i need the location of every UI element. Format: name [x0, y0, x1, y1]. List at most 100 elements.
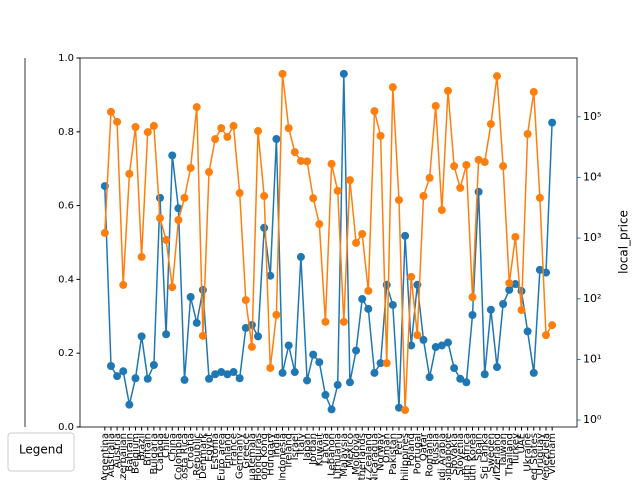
x-tick-label: Jordan [308, 433, 319, 466]
x-tick-label: Indonesia [278, 433, 289, 480]
series-point [450, 364, 459, 373]
y2-axis-label: local_price [617, 210, 631, 274]
series-point [106, 107, 115, 116]
x-tick-label: Estonia [210, 433, 221, 470]
x-tick-label: Egypt [204, 433, 215, 462]
series-point [119, 280, 128, 289]
series-point [327, 405, 336, 414]
series-point [376, 359, 385, 368]
series-point [505, 279, 514, 288]
x-tick-label: Bahrain [124, 433, 135, 472]
series-point [137, 252, 146, 261]
series-line [104, 73, 553, 411]
x-tick-label: Taiwan [498, 433, 509, 468]
series-point [149, 121, 158, 130]
x-tick-label: Kuwait [314, 433, 325, 466]
series-point [401, 231, 410, 240]
x-tick-label: Switzerland [492, 433, 503, 480]
series-point [401, 406, 410, 415]
x-tick-label: Japan [302, 433, 313, 462]
x-tick-label: Costa Rica [180, 433, 191, 480]
series-point [339, 69, 348, 78]
series-point [352, 238, 361, 247]
series-point [517, 306, 526, 315]
series-point [309, 194, 318, 203]
x-tick-label: France [229, 433, 240, 466]
series-point [364, 286, 373, 295]
x-tick-label: Britain [143, 433, 154, 466]
series-point [223, 370, 232, 379]
series-point [149, 360, 158, 369]
series-point [113, 372, 122, 381]
x-tick-label: Slovakia [449, 433, 460, 475]
x-tick-label: Bulgaria [149, 433, 160, 474]
series-point [217, 124, 226, 133]
x-tick-label: Spain [474, 433, 485, 461]
x-tick-label: Pakistan [388, 433, 399, 475]
series-point [315, 220, 324, 229]
series-point [211, 135, 220, 144]
x-tick-label: Hong Kong [259, 433, 270, 480]
x-tick-label: Thailand [504, 433, 515, 477]
series-point [266, 363, 275, 372]
x-tick-label: United States [529, 433, 540, 480]
series-point [211, 370, 220, 379]
series-point [394, 403, 403, 412]
series-point [535, 265, 544, 274]
series-point [235, 374, 244, 383]
series-point [486, 120, 495, 129]
series-point [394, 196, 403, 205]
x-tick-label: India [271, 433, 282, 458]
x-tick-label: Canada [155, 433, 166, 471]
series-point [437, 206, 446, 215]
series-point [474, 155, 483, 164]
series-point [162, 235, 171, 244]
series-point [180, 375, 189, 384]
x-tick-label: Vietnam [547, 433, 558, 475]
series-point [462, 378, 471, 387]
series-point [137, 332, 146, 341]
series-point [125, 400, 134, 409]
series-point [278, 69, 287, 78]
x-tick-label: Greece [241, 433, 252, 469]
series-point [106, 361, 115, 370]
series-point [388, 300, 397, 309]
series-point [235, 189, 244, 198]
series-point [266, 271, 275, 280]
series-point [290, 148, 299, 157]
series-point [419, 335, 428, 344]
x-tick-label: Romania [425, 433, 436, 477]
x-tick-label: Portugal [412, 433, 423, 474]
series-point [548, 321, 557, 330]
series-point [523, 327, 532, 336]
series-point [180, 193, 189, 202]
series-point [113, 117, 122, 126]
x-tick-label: Poland [406, 433, 417, 466]
series-point [260, 223, 269, 232]
series-point [529, 87, 538, 96]
x-tick-label: Lithuania [333, 433, 344, 479]
x-tick-label: Brazil [137, 433, 148, 461]
series-point [143, 128, 152, 137]
x-tick-label: Lebanon [327, 433, 338, 476]
x-tick-label: Philippines [400, 433, 411, 480]
x-tick-label: New Zealand [363, 433, 374, 480]
x-tick-label: Argentina [100, 433, 111, 480]
series-point [321, 390, 330, 399]
series-point [125, 169, 134, 178]
x-tick-label: Russia [431, 433, 442, 465]
series-point [542, 331, 551, 340]
series-point [284, 124, 293, 133]
x-tick-label: Israel [290, 433, 301, 460]
series-point [548, 118, 557, 127]
series-point [155, 214, 164, 223]
x-tick-label: Malaysia [339, 433, 350, 477]
x-tick-label: Uruguay [535, 433, 546, 476]
series-point [198, 331, 207, 340]
y2-tick-label: 10³ [583, 231, 601, 244]
series-point [486, 305, 495, 314]
series-point [493, 363, 502, 372]
series-point [413, 331, 422, 340]
series-point [303, 157, 312, 166]
x-tick-label: Latvia [320, 433, 331, 463]
